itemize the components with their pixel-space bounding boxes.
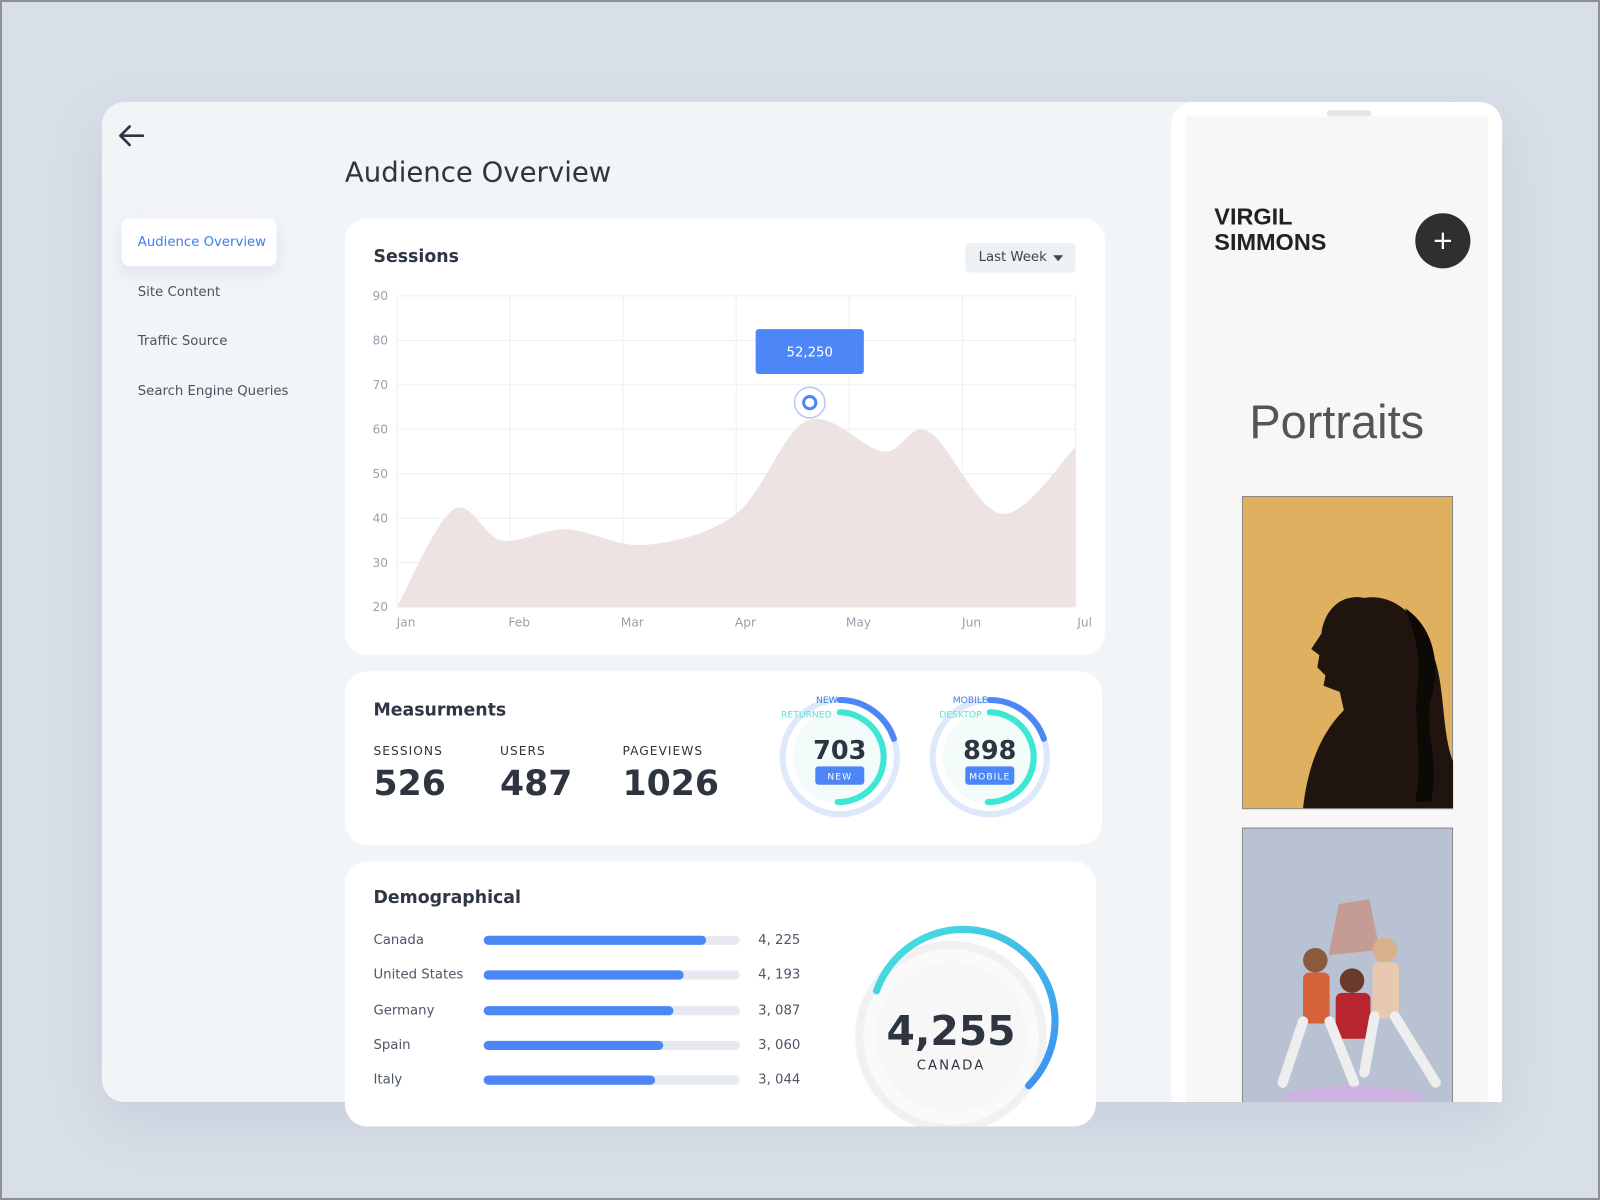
gauge-badge: [815, 766, 865, 785]
country: United States: [373, 967, 464, 983]
gauge-value: 898: [963, 736, 1016, 766]
gauge-value: 703: [813, 736, 866, 766]
stat-value: 487: [499, 763, 573, 805]
gauge-inner-arc: [984, 709, 1037, 806]
caret: [1053, 255, 1064, 262]
gauge-inner-label: RETURNED: [781, 709, 832, 720]
ring-face: [875, 961, 1027, 1113]
group-photo: [1241, 827, 1454, 1103]
gauge-badge-label: NEW: [827, 772, 852, 783]
bar: [483, 970, 684, 980]
tooltip-label: 52,250: [787, 346, 833, 361]
stat-label: PAGEVIEWS: [622, 743, 704, 759]
gauge-outer-label: NEW: [816, 695, 838, 706]
phone-notch: [1326, 110, 1372, 117]
x-tick-label: Mar: [621, 616, 645, 630]
y-tick-label: 40: [372, 511, 388, 525]
profile-name: VIRGIL SIMMONS: [1214, 204, 1326, 255]
stat-label: USERS: [499, 743, 546, 759]
country: Italy: [373, 1072, 403, 1088]
card-title: Measurments: [373, 699, 507, 721]
bar: [483, 1075, 656, 1085]
nav-item[interactable]: Audience Overview: [121, 218, 277, 267]
ring-arc: [872, 925, 1059, 1090]
x-tick-label: Jul: [1076, 616, 1092, 630]
dropdown-label: Last Week: [978, 249, 1047, 266]
stat-value: 1026: [622, 763, 720, 805]
range-dropdown[interactable]: Last Week: [965, 242, 1076, 273]
card-title: Sessions: [373, 246, 459, 268]
bar: [483, 1040, 663, 1050]
annotation-dot: [802, 394, 818, 411]
x-tick-label: Jun: [961, 616, 981, 630]
phone-preview: VIRGIL SIMMONS Portraits: [1171, 102, 1503, 1103]
section-title: Portraits: [1249, 394, 1425, 448]
tooltip: [755, 329, 864, 375]
nav-item[interactable]: Site Content: [137, 284, 221, 300]
sessions-card: Sessions Last Week 20 30 40 50 60 70 80 90 Jan Fe…: [344, 218, 1106, 656]
highlight-label: CANADA: [917, 1058, 986, 1073]
y-tick-label: 90: [372, 289, 388, 303]
stat-value: 526: [373, 763, 446, 805]
highlight-ring: 4,255 CANADA: [855, 925, 1059, 1127]
y-tick-label: 60: [372, 422, 388, 436]
country-value: 3, 087: [758, 1002, 801, 1018]
country-value: 4, 225: [758, 932, 801, 948]
nav-item[interactable]: Search Engine Queries: [137, 383, 289, 399]
x-tick-label: May: [846, 616, 871, 630]
bar: [483, 935, 707, 945]
gauges: NEW RETURNED 703 NEW MOBILE DESKTOP 898 MOBILE: [779, 695, 1050, 818]
y-tick-label: 20: [372, 600, 388, 614]
y-tick-label: 70: [372, 378, 388, 392]
measurements-card: Measurments SESSIONS 526 USERS 487 PAGEVIEWS…: [344, 671, 1103, 845]
y-tick-label: 30: [372, 556, 388, 570]
back-button[interactable]: [116, 120, 147, 151]
x-tick-label: Jan: [396, 616, 416, 630]
highlight-value: 4,255: [886, 1007, 1015, 1055]
name-line: SIMMONS: [1214, 228, 1327, 256]
gauge-badge-label: MOBILE: [969, 772, 1010, 783]
name-line: VIRGIL: [1214, 203, 1293, 230]
sessions-chart: 20 30 40 50 60 70 80 90 Jan Feb Mar Apr May Jun Jul 52,…: [372, 289, 1092, 630]
country-value: 3, 060: [758, 1037, 801, 1053]
x-tick-label: Apr: [735, 616, 757, 630]
demographics-card: Demographical Canada 4, 225 United States 4…: [344, 861, 1096, 1127]
nav-item[interactable]: Traffic Source: [137, 333, 228, 350]
add-button[interactable]: [1412, 210, 1473, 271]
gauge-inner-label: DESKTOP: [939, 709, 982, 720]
country-value: 4, 193: [758, 967, 801, 983]
card-title: Demographical: [373, 887, 521, 909]
y-tick-label: 50: [372, 467, 388, 481]
stat-label: SESSIONS: [373, 743, 443, 759]
area: [396, 418, 1076, 608]
country: Germany: [373, 1002, 435, 1018]
country-value: 3, 044: [758, 1072, 801, 1088]
gauge-outer-arc: [986, 696, 1047, 742]
page-title: Audience Overview: [344, 157, 612, 189]
x-tick-label: Feb: [508, 616, 530, 630]
bar: [483, 1005, 674, 1015]
y-tick-label: 80: [372, 333, 388, 347]
gauge-badge: [965, 766, 1015, 785]
gauge-outer-label: MOBILE: [953, 695, 988, 706]
country: Canada: [373, 932, 424, 948]
country: Spain: [373, 1037, 411, 1053]
gauge-inner-arc: [834, 709, 887, 806]
gauge-outer-arc: [836, 696, 897, 742]
portrait-photo: [1241, 495, 1454, 810]
